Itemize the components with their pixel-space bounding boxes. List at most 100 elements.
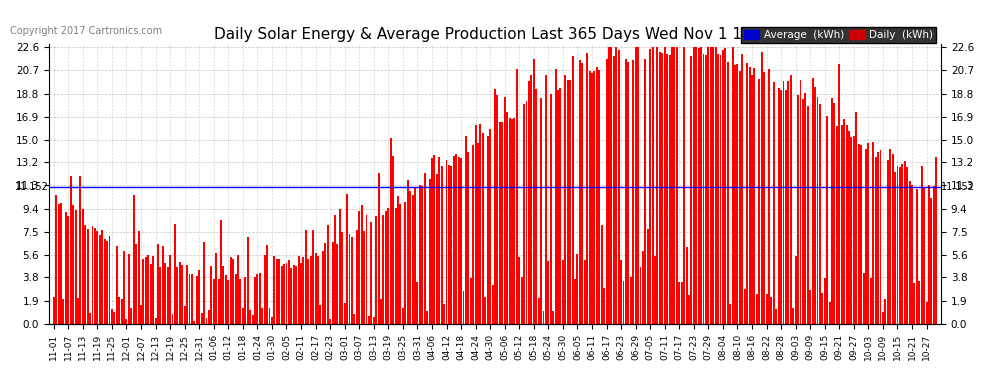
Bar xyxy=(559,88,561,324)
Bar xyxy=(96,231,98,324)
Bar xyxy=(705,55,707,324)
Bar xyxy=(792,308,794,324)
Bar xyxy=(656,47,658,324)
Bar xyxy=(501,122,503,324)
Bar xyxy=(477,143,479,324)
Bar xyxy=(802,99,804,324)
Bar xyxy=(936,157,938,324)
Bar xyxy=(608,47,610,324)
Bar xyxy=(630,277,632,324)
Bar xyxy=(850,137,852,324)
Bar xyxy=(382,215,384,324)
Bar xyxy=(74,210,76,324)
Bar xyxy=(642,251,644,324)
Bar xyxy=(467,152,469,324)
Bar xyxy=(633,60,635,324)
Bar xyxy=(138,231,140,324)
Bar xyxy=(149,264,151,324)
Bar xyxy=(444,304,446,324)
Bar xyxy=(164,264,166,324)
Bar xyxy=(879,150,881,324)
Bar xyxy=(487,136,489,324)
Bar xyxy=(312,230,314,324)
Bar xyxy=(109,236,111,324)
Bar xyxy=(887,159,889,324)
Bar xyxy=(419,185,421,324)
Bar xyxy=(659,52,661,324)
Bar xyxy=(872,142,874,324)
Bar xyxy=(628,62,630,324)
Bar xyxy=(245,277,247,324)
Bar xyxy=(661,53,663,324)
Bar xyxy=(191,274,193,324)
Bar xyxy=(220,220,222,324)
Bar xyxy=(785,90,787,324)
Bar xyxy=(334,215,336,324)
Bar xyxy=(300,263,302,324)
Bar xyxy=(685,247,687,324)
Bar xyxy=(457,158,459,324)
Bar xyxy=(310,256,312,324)
Bar xyxy=(380,299,382,324)
Bar xyxy=(651,47,653,324)
Bar xyxy=(303,257,305,324)
Bar xyxy=(268,308,270,324)
Bar xyxy=(892,154,894,324)
Bar xyxy=(860,145,862,324)
Bar xyxy=(668,55,670,324)
Bar xyxy=(690,56,692,324)
Bar xyxy=(342,232,344,324)
Bar xyxy=(452,156,454,324)
Bar xyxy=(136,244,138,324)
Bar xyxy=(909,182,911,324)
Bar xyxy=(288,260,290,324)
Bar xyxy=(509,118,511,324)
Bar xyxy=(161,246,163,324)
Bar xyxy=(746,63,748,324)
Bar xyxy=(671,47,673,324)
Bar xyxy=(198,270,200,324)
Bar xyxy=(620,260,622,324)
Bar xyxy=(753,68,755,324)
Bar xyxy=(931,198,933,324)
Bar xyxy=(663,47,665,324)
Bar xyxy=(322,252,324,324)
Bar xyxy=(571,56,573,324)
Bar xyxy=(91,226,93,324)
Bar xyxy=(564,75,566,324)
Bar xyxy=(623,281,625,324)
Bar xyxy=(547,261,549,324)
Text: Copyright 2017 Cartronics.com: Copyright 2017 Cartronics.com xyxy=(10,26,162,36)
Bar xyxy=(320,305,322,324)
Bar xyxy=(128,254,130,324)
Bar xyxy=(94,228,96,324)
Bar xyxy=(426,311,428,324)
Bar xyxy=(812,78,814,324)
Bar xyxy=(926,302,928,324)
Bar xyxy=(814,87,816,324)
Bar xyxy=(179,262,181,324)
Bar xyxy=(763,72,765,324)
Bar xyxy=(562,260,564,324)
Bar xyxy=(370,222,372,324)
Bar xyxy=(581,63,583,324)
Bar xyxy=(549,94,551,324)
Bar xyxy=(673,47,675,324)
Bar xyxy=(593,70,595,324)
Bar xyxy=(82,210,84,324)
Bar xyxy=(712,47,714,324)
Bar xyxy=(242,308,244,324)
Bar xyxy=(431,158,433,324)
Bar xyxy=(751,75,753,324)
Bar xyxy=(193,321,195,324)
Bar xyxy=(601,225,603,324)
Bar xyxy=(611,47,613,324)
Bar xyxy=(263,255,265,324)
Bar xyxy=(768,69,770,324)
Bar xyxy=(455,154,457,324)
Bar xyxy=(186,265,188,324)
Bar xyxy=(60,202,62,324)
Bar xyxy=(436,174,438,324)
Bar xyxy=(877,152,879,324)
Bar xyxy=(901,164,903,324)
